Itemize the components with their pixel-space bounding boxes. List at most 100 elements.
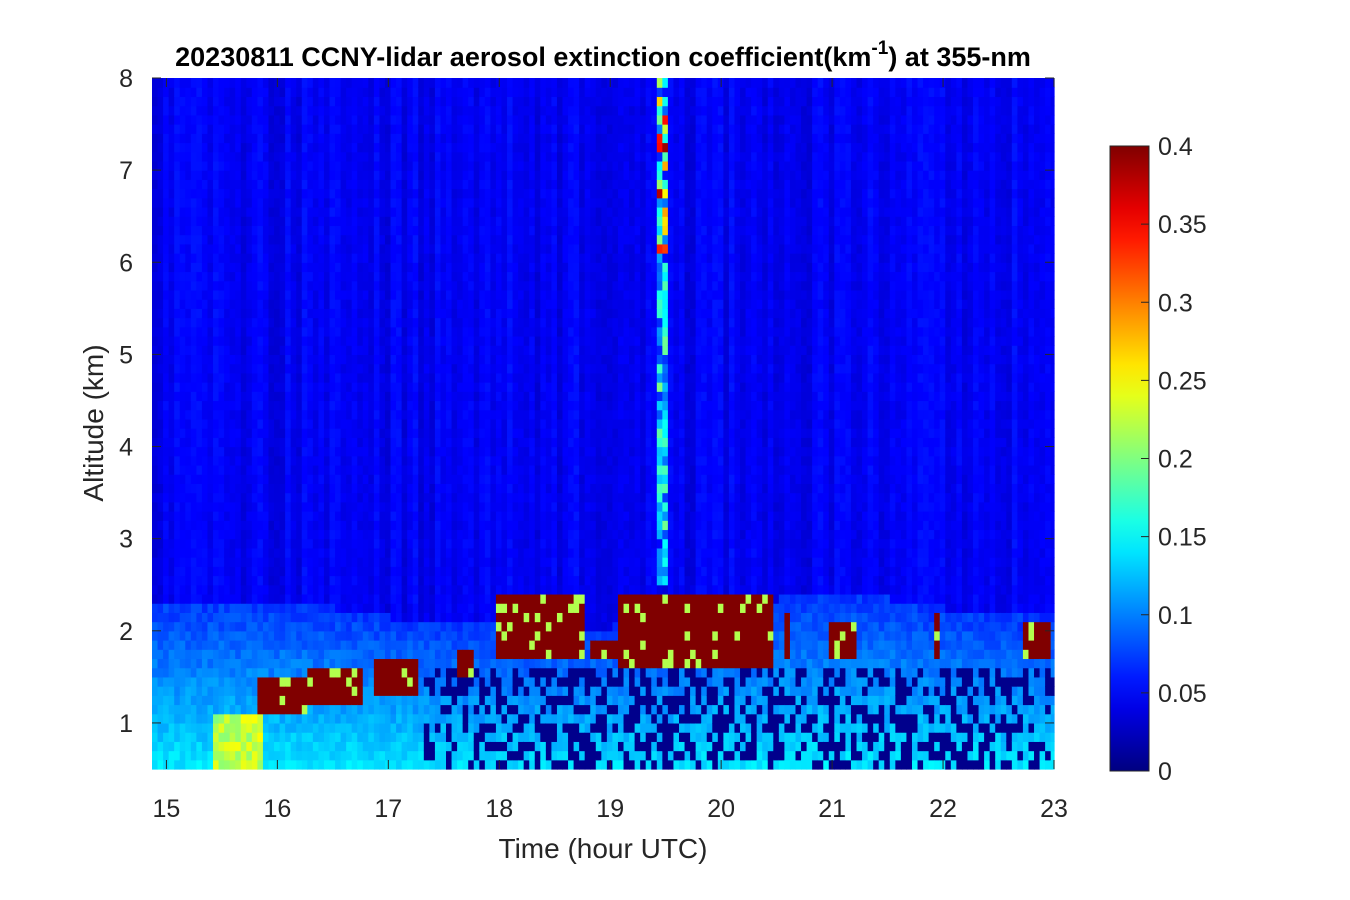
heatmap-cell [479,529,486,540]
heatmap-cell [152,584,159,595]
heatmap-cell [262,501,270,512]
heatmap-cell [268,197,275,208]
heatmap-cell [246,87,253,98]
heatmap-cell [440,455,447,466]
heatmap-cell [174,114,181,125]
heatmap-cell [168,216,175,227]
heatmap-cell [196,299,203,309]
heatmap-cell [240,658,247,669]
heatmap-cell [274,345,281,355]
heatmap-cell [446,649,453,660]
heatmap-cell [357,335,364,346]
heatmap-cell [335,667,342,678]
heatmap-cell [201,501,209,512]
heatmap-cell [312,722,320,733]
heatmap-cell [229,262,236,273]
heatmap-cell [307,538,314,549]
heatmap-cell [190,464,197,475]
heatmap-cell [312,253,320,263]
heatmap-cell [490,280,497,291]
heatmap-cell [479,363,486,374]
heatmap-cell [174,105,181,116]
heatmap-cell [323,511,331,521]
heatmap-cell [257,225,264,236]
heatmap-cell [279,142,286,153]
heatmap-cell [201,511,209,521]
heatmap-cell [224,630,231,641]
heatmap-cell [179,649,186,660]
heatmap-cell [168,289,175,300]
heatmap-cell [396,179,403,190]
heatmap-cell [434,667,442,678]
heatmap-cell [379,603,386,613]
heatmap-cell [329,759,336,770]
heatmap-cell [163,538,170,549]
heatmap-cell [429,667,436,678]
heatmap-cell [501,179,508,190]
heatmap-cell [290,575,297,586]
heatmap-cell [501,133,508,144]
heatmap-cell [335,133,342,144]
heatmap-cell [373,538,381,549]
heatmap-cell [312,142,320,153]
heatmap-cell [451,78,458,88]
heatmap-cell [390,759,397,770]
heatmap-cell [468,179,475,190]
heatmap-cell [373,400,381,411]
heatmap-cell [240,151,247,162]
heatmap-cell [401,299,408,309]
heatmap-cell [423,206,430,217]
heatmap-cell [152,474,159,484]
heatmap-cell [179,732,186,742]
heatmap-cell [307,446,314,457]
heatmap-cell [440,603,447,613]
heatmap-cell [351,188,358,199]
heatmap-cell [279,105,286,116]
heatmap-cell [440,114,447,125]
heatmap-cell [518,630,525,641]
heatmap-cell [307,335,314,346]
heatmap-cell [446,225,453,236]
heatmap-cell [168,409,175,420]
heatmap-cell [185,713,192,724]
heatmap-cell [418,621,425,632]
heatmap-cell [512,372,519,383]
heatmap-cell [157,345,164,355]
heatmap-cell [312,603,320,613]
heatmap-cell [418,243,425,254]
heatmap-cell [490,299,497,309]
heatmap-cell [185,501,192,512]
heatmap-cell [490,612,497,623]
heatmap-cell [290,603,297,613]
heatmap-cell [157,695,164,706]
heatmap-cell [379,474,386,484]
heatmap-cell [218,382,225,392]
heatmap-cell [379,234,386,245]
heatmap-cell [329,78,336,88]
heatmap-cell [446,529,453,540]
heatmap-cell [418,197,425,208]
heatmap-cell [357,243,364,254]
heatmap-cell [351,87,358,98]
heatmap-cell [462,354,469,365]
heatmap-cell [340,474,347,484]
heatmap-cell [312,418,320,429]
heatmap-cell [279,216,286,227]
heatmap-cell [285,179,292,190]
heatmap-cell [484,695,491,706]
heatmap-cell [251,170,258,180]
heatmap-cell [268,133,275,144]
heatmap-cell [495,501,503,512]
heatmap-cell [235,483,242,494]
heatmap-cell [257,409,264,420]
heatmap-cell [168,741,175,752]
heatmap-cell [457,722,464,733]
heatmap-cell [312,676,320,687]
heatmap-cell [518,584,525,595]
heatmap-cell [446,133,453,144]
heatmap-cell [434,575,442,586]
heatmap-cell [318,446,325,457]
heatmap-cell [501,78,508,88]
heatmap-cell [368,234,375,245]
heatmap-cell [274,271,281,282]
